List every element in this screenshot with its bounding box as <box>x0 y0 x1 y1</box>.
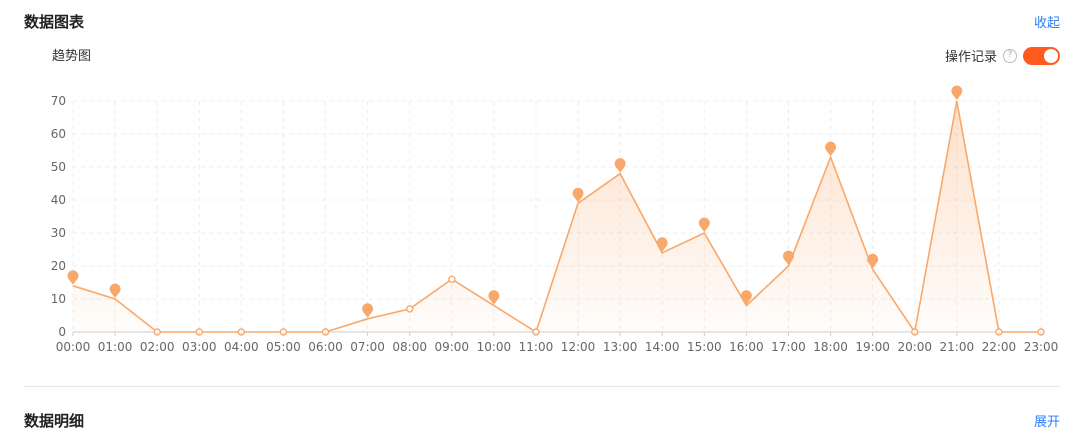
y-tick-label: 50 <box>51 160 66 174</box>
series-line <box>72 100 1041 335</box>
y-tick-label: 20 <box>51 259 66 273</box>
operation-marker <box>67 270 79 285</box>
y-tick-label: 40 <box>51 193 66 207</box>
x-tick-label: 04:00 <box>224 340 259 354</box>
expand-link[interactable]: 展开 <box>1033 414 1060 430</box>
x-tick-label: 05:00 <box>266 340 301 354</box>
trend-chart: 0 10 20 30 40 50 60 70 00:00 01:00 02:00 03:00 04:00… <box>51 85 1059 354</box>
operation-log-control: 操作记录 ? <box>945 46 1060 65</box>
x-tick-label: 11:00 <box>519 340 554 354</box>
chart-section-header: 数据图表 收起 <box>24 10 1060 32</box>
operation-marker <box>362 303 374 318</box>
x-tick-label: 19:00 <box>855 340 890 354</box>
x-tick-label: 16:00 <box>729 340 764 354</box>
operation-marker <box>782 250 794 265</box>
x-tick-label: 14:00 <box>645 340 680 354</box>
section-divider <box>24 386 1060 387</box>
operation-marker <box>614 158 626 173</box>
chart-axes: 0 10 20 30 40 50 60 70 00:00 01:00 02:00 03:00 04:00… <box>51 94 1059 354</box>
operation-marker <box>109 283 121 298</box>
x-tick-label: 18:00 <box>813 340 848 354</box>
y-tick-label: 0 <box>58 325 66 339</box>
x-tick-label: 15:00 <box>687 340 722 354</box>
x-tick-label: 08:00 <box>392 340 427 354</box>
chart-area <box>73 101 1041 332</box>
detail-section-header: 数据明细 展开 <box>24 409 1060 431</box>
operation-log-switch[interactable] <box>1023 46 1060 65</box>
data-point <box>405 305 414 313</box>
operation-marker <box>740 290 752 305</box>
x-tick-label: 02:00 <box>140 340 175 354</box>
x-tick-label: 03:00 <box>182 340 217 354</box>
y-tick-label: 60 <box>51 127 66 141</box>
operation-marker <box>825 141 837 157</box>
x-tick-label: 00:00 <box>56 340 91 354</box>
x-tick-label: 09:00 <box>434 340 469 354</box>
x-tick-label: 23:00 <box>1024 340 1059 354</box>
chart-markers <box>67 85 963 318</box>
y-tick-label: 10 <box>51 292 66 306</box>
x-tick-label: 21:00 <box>940 340 975 354</box>
section-title: 数据图表 <box>24 12 85 31</box>
x-tick-label: 10:00 <box>477 340 512 354</box>
operation-marker <box>951 85 963 100</box>
x-tick-label: 22:00 <box>982 340 1017 354</box>
chart-line <box>72 100 1041 335</box>
x-tick-label: 07:00 <box>350 340 385 354</box>
collapse-link[interactable]: 收起 <box>1033 15 1060 31</box>
area-fill <box>73 101 1041 332</box>
x-tick-label: 12:00 <box>561 340 596 354</box>
operation-marker <box>656 237 668 252</box>
x-tick-label: 06:00 <box>308 340 343 354</box>
switch-knob <box>1044 48 1058 63</box>
x-tick-label: 13:00 <box>603 340 638 354</box>
y-tick-label: 30 <box>51 226 66 240</box>
data-point <box>448 275 456 283</box>
operation-marker <box>488 290 500 305</box>
operation-marker <box>698 217 710 232</box>
x-tick-label: 01:00 <box>98 340 133 354</box>
chart-subtitle: 趋势图 <box>52 49 92 64</box>
chart-points <box>153 275 1045 336</box>
y-tick-label: 70 <box>51 94 66 108</box>
operation-log-label: 操作记录 <box>944 50 997 65</box>
x-tick-label: 20:00 <box>897 340 932 354</box>
detail-title: 数据明细 <box>24 411 85 430</box>
x-tick-label: 17:00 <box>771 340 806 354</box>
question-circle-icon[interactable]: ? <box>1003 48 1017 63</box>
operation-marker <box>867 253 879 269</box>
operation-marker <box>572 187 584 203</box>
